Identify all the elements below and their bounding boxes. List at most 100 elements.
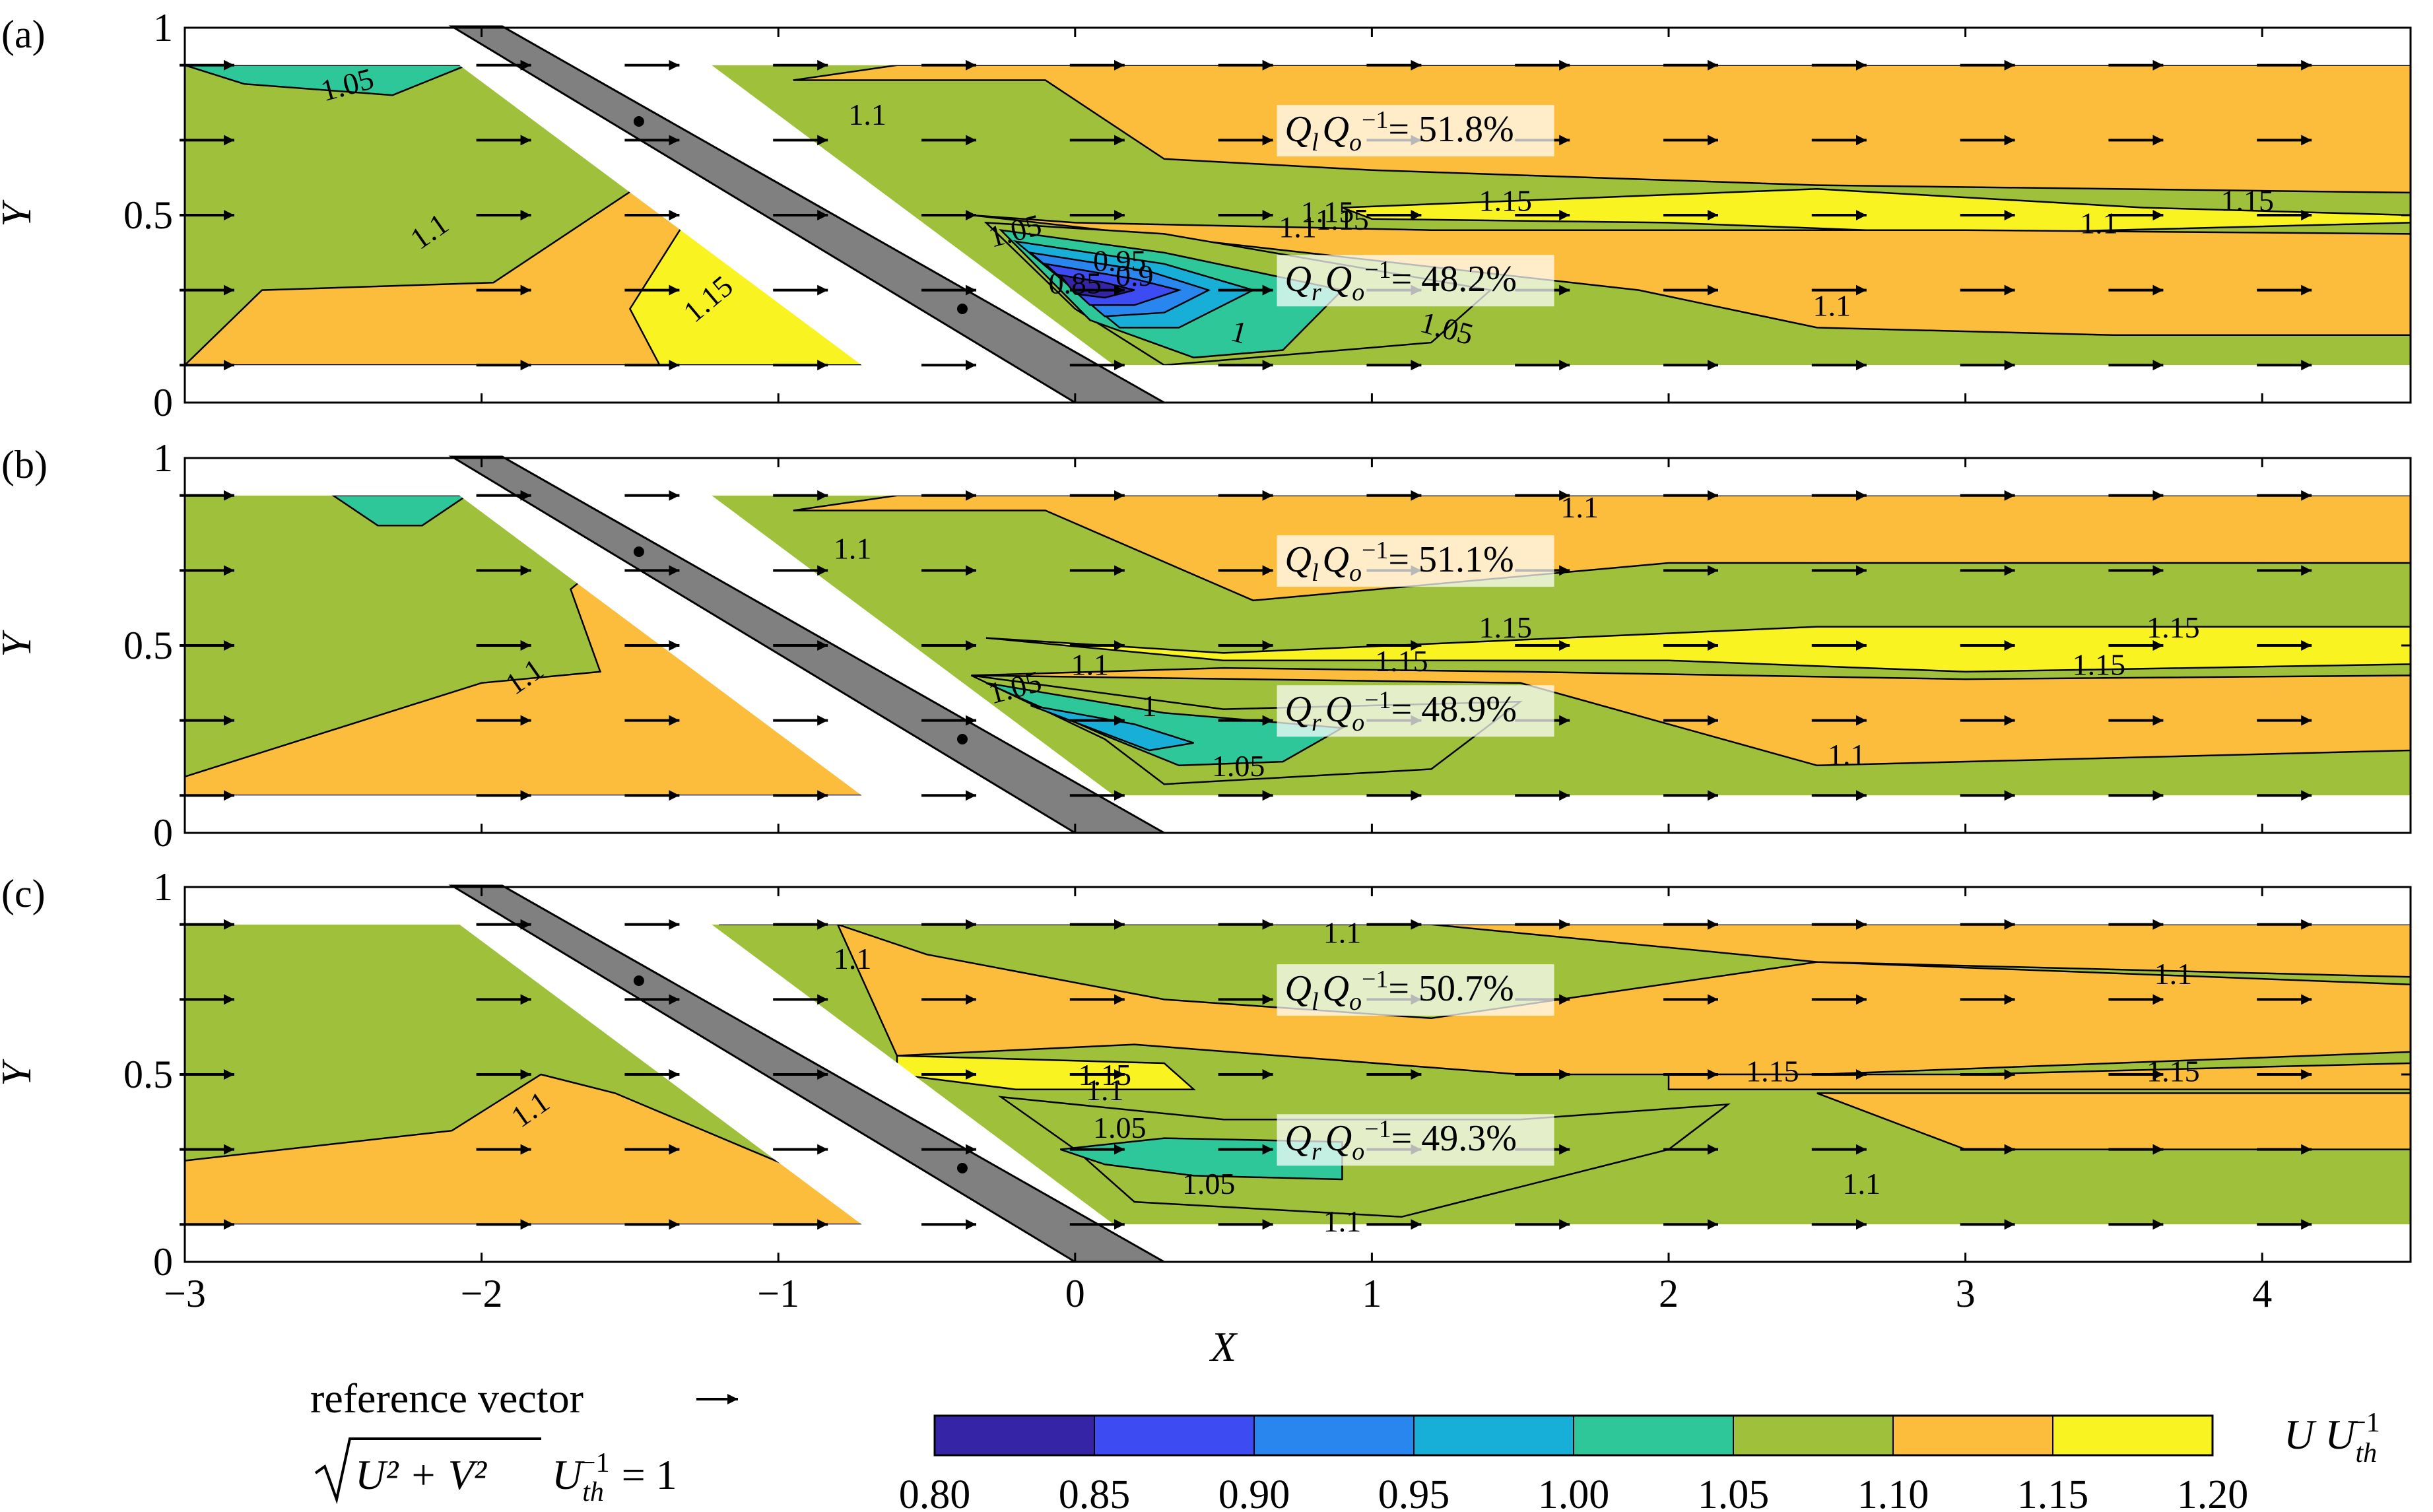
contour-band: [331, 495, 469, 527]
contour-band: [1030, 704, 1194, 752]
contour-band: [185, 65, 467, 96]
contour-label: 1.15: [2220, 184, 2274, 218]
colorbar-swatch: [1733, 1415, 1894, 1456]
panel-2: 1.11.11.1 1.05 1.111.051.151.15 1.151.151.1…: [0, 436, 2412, 855]
x-tick-label: −3: [164, 1272, 206, 1315]
colorbar-tick-label: 1.20: [2177, 1472, 2249, 1512]
contour-label: 1.15: [1316, 203, 1369, 236]
contour-label: 1.1: [1279, 210, 1317, 244]
x-tick-label: −1: [757, 1272, 799, 1315]
contour-label: 1.15: [2073, 648, 2126, 682]
colorbar-swatch: [2052, 1415, 2213, 1456]
contour-label: 1.05: [1182, 1167, 1236, 1200]
contour-label: 1.15: [1746, 1055, 1799, 1088]
contour-label: 1.1: [1323, 1204, 1362, 1238]
plate-dot: [956, 304, 968, 314]
plate-dot: [956, 1163, 968, 1173]
contour-label: 1.1: [1842, 1167, 1881, 1200]
flow-split-box: [1277, 255, 1554, 307]
colorbar-frame: [933, 1414, 2214, 1457]
reference-formula-rest: Uth−1 = 1: [552, 1448, 677, 1507]
contour-band: [793, 495, 2411, 602]
x-tick-label: 0: [1065, 1272, 1085, 1315]
colorbar-tick-label: 0.80: [899, 1472, 971, 1512]
colorbar-tick-label: 1.05: [1698, 1472, 1770, 1512]
panel-label: (c): [1, 872, 46, 915]
flow-split-label: Qr Qo−1= 48.9%: [1285, 686, 1517, 737]
contour-band: [793, 65, 2411, 194]
contour-label: 1.1: [1560, 490, 1599, 524]
colorbar-label: U Uth−1: [2284, 1408, 2380, 1468]
contour-label: 1.1: [1828, 738, 1866, 772]
contour-label: 1.1: [834, 532, 872, 566]
panel-label: (a): [1, 13, 46, 56]
contour-label: 1.15: [1375, 644, 1428, 678]
contour-label: 1.1: [1813, 289, 1851, 323]
contour-label: 1.1: [1071, 648, 1110, 682]
colorbar-swatch: [1253, 1415, 1415, 1456]
y-tick-label: 0: [153, 811, 173, 855]
contour-band: [836, 924, 2411, 1076]
flow-split-label: Qr Qo−1= 48.2%: [1285, 256, 1517, 306]
flow-split-box: [1277, 964, 1554, 1016]
colorbar-tick-label: 0.85: [1059, 1472, 1131, 1512]
panel-1: 1.051.11.11.151.11.151.050.950.85 0.91 1.0…: [0, 6, 2412, 424]
y-tick-label: 0: [153, 1240, 173, 1284]
contour-band: [1341, 187, 2411, 235]
panel-label: (b): [1, 443, 48, 486]
contour-label: 1.15: [2147, 1055, 2200, 1088]
contour-band: [719, 924, 2411, 978]
colorbar-swatch: [1573, 1415, 1734, 1456]
colorbar-swatch: [1094, 1415, 1255, 1456]
x-tick-label: 4: [2252, 1272, 2272, 1315]
colorbar-swatch: [934, 1415, 1095, 1456]
contour-label: 1.1: [1323, 915, 1362, 949]
y-axis-label: Y: [0, 199, 40, 227]
y-tick-label: 1: [153, 6, 173, 49]
contour-label: 1.05: [1093, 1111, 1147, 1144]
contour-label: 1.15: [1479, 610, 1532, 644]
x-axis-label: X: [1209, 1323, 1238, 1370]
contour-label: 1.15: [1301, 195, 1354, 229]
reference-formula: U² + V²: [355, 1451, 488, 1498]
plate-dot: [633, 116, 644, 127]
flow-split-box: [1277, 535, 1554, 587]
x-tick-label: 2: [1659, 1272, 1679, 1315]
plate-dot: [956, 734, 968, 744]
x-tick-label: 1: [1362, 1272, 1382, 1315]
y-tick-label: 1: [153, 436, 173, 480]
colorbar-swatch: [1892, 1415, 2053, 1456]
contour-label: 1.1: [2080, 207, 2118, 240]
contour-label: 1.15: [1079, 1058, 1132, 1092]
y-tick-label: 0: [153, 381, 173, 424]
colorbar-tick-label: 0.90: [1218, 1472, 1290, 1512]
flow-split-box: [1277, 685, 1554, 737]
contour-band: [971, 667, 2411, 767]
contour-label: 1.1: [1086, 1073, 1124, 1107]
contour-label: 1.15: [2147, 610, 2200, 644]
flow-split-label: Ql Qo−1= 51.1%: [1285, 537, 1514, 587]
colorbar-tick-label: 0.95: [1378, 1472, 1450, 1512]
contour-label: 1: [1142, 689, 1157, 723]
y-tick-label: 1: [153, 865, 173, 909]
contour-label: 0.9: [1116, 259, 1154, 292]
flow-split-box: [1277, 1114, 1554, 1166]
flow-split-label: Qr Qo−1= 49.3%: [1285, 1115, 1517, 1166]
y-tick-label: 0.5: [123, 193, 173, 237]
colorbar-tick-label: 1.00: [1538, 1472, 1610, 1512]
flow-split-label: Ql Qo−1= 50.7%: [1285, 966, 1514, 1016]
contour-label: 0.85: [1049, 266, 1102, 300]
contour-label: 1.1: [2154, 957, 2193, 991]
y-tick-label: 0.5: [123, 1053, 173, 1096]
plate-dot: [633, 975, 644, 986]
sqrt-symbol: [314, 1437, 541, 1505]
contour-band: [985, 682, 1345, 767]
panel-3: 1.11.11.1 1.11.151.11.051.051.15 1.151.11.…: [0, 865, 2412, 1284]
x-tick-label: −2: [461, 1272, 503, 1315]
flow-split-label: Ql Qo−1= 51.8%: [1285, 106, 1514, 156]
reference-vector-label: reference vector: [310, 1375, 583, 1422]
y-tick-label: 0.5: [123, 624, 173, 667]
contour-label: 1.1: [848, 98, 886, 131]
contour-label: 1.15: [1479, 184, 1532, 218]
